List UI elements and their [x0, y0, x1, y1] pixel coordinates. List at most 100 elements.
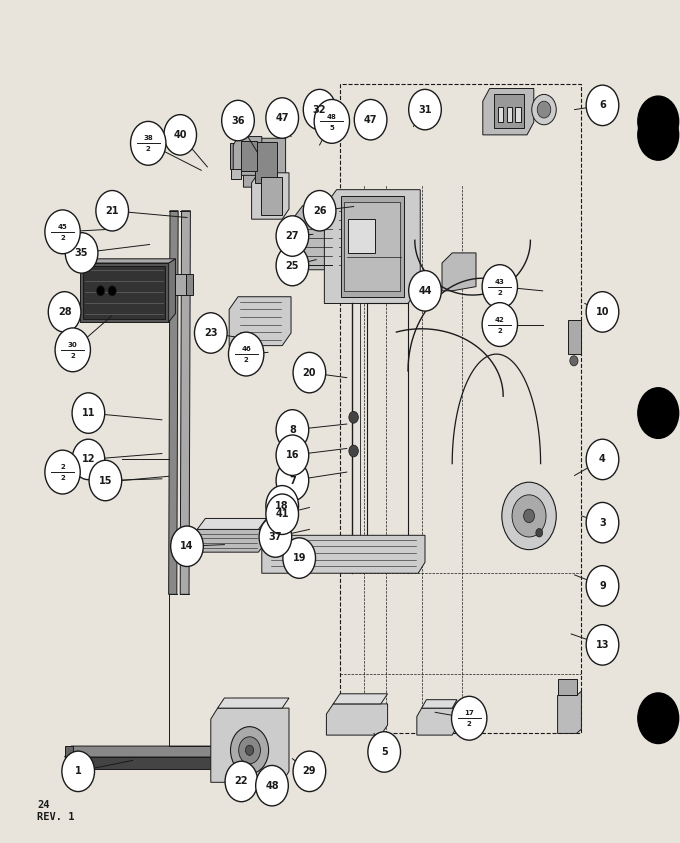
Text: 24
REV. 1: 24 REV. 1: [37, 799, 75, 822]
Text: 2: 2: [498, 328, 502, 334]
Text: 9: 9: [599, 581, 606, 591]
Polygon shape: [65, 746, 224, 757]
Polygon shape: [229, 297, 291, 346]
Circle shape: [409, 271, 441, 311]
Text: 32: 32: [313, 105, 326, 115]
Circle shape: [259, 517, 292, 557]
Circle shape: [536, 529, 543, 537]
Polygon shape: [80, 263, 169, 322]
Circle shape: [256, 765, 288, 806]
Circle shape: [108, 286, 116, 296]
Bar: [255, 142, 277, 183]
Polygon shape: [197, 518, 267, 529]
Circle shape: [266, 494, 299, 534]
Bar: [498, 107, 503, 122]
Polygon shape: [333, 694, 388, 704]
Circle shape: [266, 98, 299, 138]
Circle shape: [171, 526, 203, 566]
Text: 7: 7: [289, 475, 296, 486]
Circle shape: [62, 751, 95, 792]
Polygon shape: [262, 535, 425, 573]
Circle shape: [276, 460, 309, 501]
Text: 43: 43: [495, 279, 505, 285]
Circle shape: [586, 292, 619, 332]
Polygon shape: [294, 206, 342, 270]
Text: 35: 35: [75, 248, 88, 258]
Circle shape: [276, 245, 309, 286]
Circle shape: [537, 101, 551, 118]
Text: 17: 17: [464, 711, 474, 717]
Text: 25: 25: [286, 260, 299, 271]
Bar: [231, 169, 241, 179]
Polygon shape: [65, 746, 73, 769]
Circle shape: [586, 439, 619, 480]
Circle shape: [131, 121, 166, 165]
Text: 37: 37: [269, 532, 282, 542]
Text: 8: 8: [289, 425, 296, 435]
Polygon shape: [483, 89, 534, 135]
Text: 47: 47: [364, 115, 377, 125]
Text: 31: 31: [418, 105, 432, 115]
Text: 38: 38: [143, 136, 153, 142]
Text: 29: 29: [303, 766, 316, 776]
Circle shape: [586, 85, 619, 126]
Circle shape: [55, 328, 90, 372]
Circle shape: [97, 286, 105, 296]
Polygon shape: [252, 173, 289, 219]
Text: 13: 13: [596, 640, 609, 650]
Text: 2: 2: [146, 147, 150, 153]
Text: 20: 20: [303, 368, 316, 378]
Text: 1: 1: [75, 766, 82, 776]
Circle shape: [349, 445, 358, 457]
Bar: [348, 219, 375, 253]
Polygon shape: [65, 757, 218, 769]
Circle shape: [512, 495, 546, 537]
Circle shape: [482, 265, 517, 309]
Polygon shape: [211, 708, 289, 782]
Text: 3: 3: [599, 518, 606, 528]
Circle shape: [96, 191, 129, 231]
Bar: [507, 107, 512, 122]
Polygon shape: [558, 691, 581, 733]
Text: 47: 47: [275, 113, 289, 123]
Bar: [186, 274, 193, 295]
Circle shape: [72, 439, 105, 480]
Circle shape: [45, 450, 80, 494]
Text: 14: 14: [180, 541, 194, 551]
Bar: [515, 107, 521, 122]
Circle shape: [303, 191, 336, 231]
Circle shape: [293, 352, 326, 393]
Circle shape: [266, 486, 299, 526]
Circle shape: [276, 216, 309, 256]
Circle shape: [524, 509, 534, 523]
Circle shape: [222, 100, 254, 141]
Text: 46: 46: [241, 346, 251, 352]
Bar: [344, 202, 400, 291]
Polygon shape: [80, 259, 175, 263]
Text: 15: 15: [99, 475, 112, 486]
Text: 12: 12: [82, 454, 95, 464]
Text: 18: 18: [275, 501, 289, 511]
Circle shape: [532, 94, 556, 125]
Text: 26: 26: [313, 206, 326, 216]
Text: 2: 2: [61, 475, 65, 481]
Text: 2: 2: [61, 464, 65, 470]
Polygon shape: [189, 529, 267, 552]
Text: 48: 48: [265, 781, 279, 791]
Circle shape: [45, 210, 80, 254]
Circle shape: [231, 727, 269, 774]
Polygon shape: [180, 211, 190, 594]
Text: 11: 11: [82, 408, 95, 418]
Bar: [261, 177, 282, 215]
Circle shape: [283, 538, 316, 578]
Text: 28: 28: [58, 307, 71, 317]
Polygon shape: [218, 698, 289, 708]
Circle shape: [293, 751, 326, 792]
Text: 48: 48: [327, 114, 337, 120]
Text: 10: 10: [596, 307, 609, 317]
Circle shape: [586, 625, 619, 665]
Text: 45: 45: [58, 224, 67, 230]
Text: 19: 19: [292, 553, 306, 563]
Circle shape: [225, 761, 258, 802]
Polygon shape: [83, 266, 165, 319]
